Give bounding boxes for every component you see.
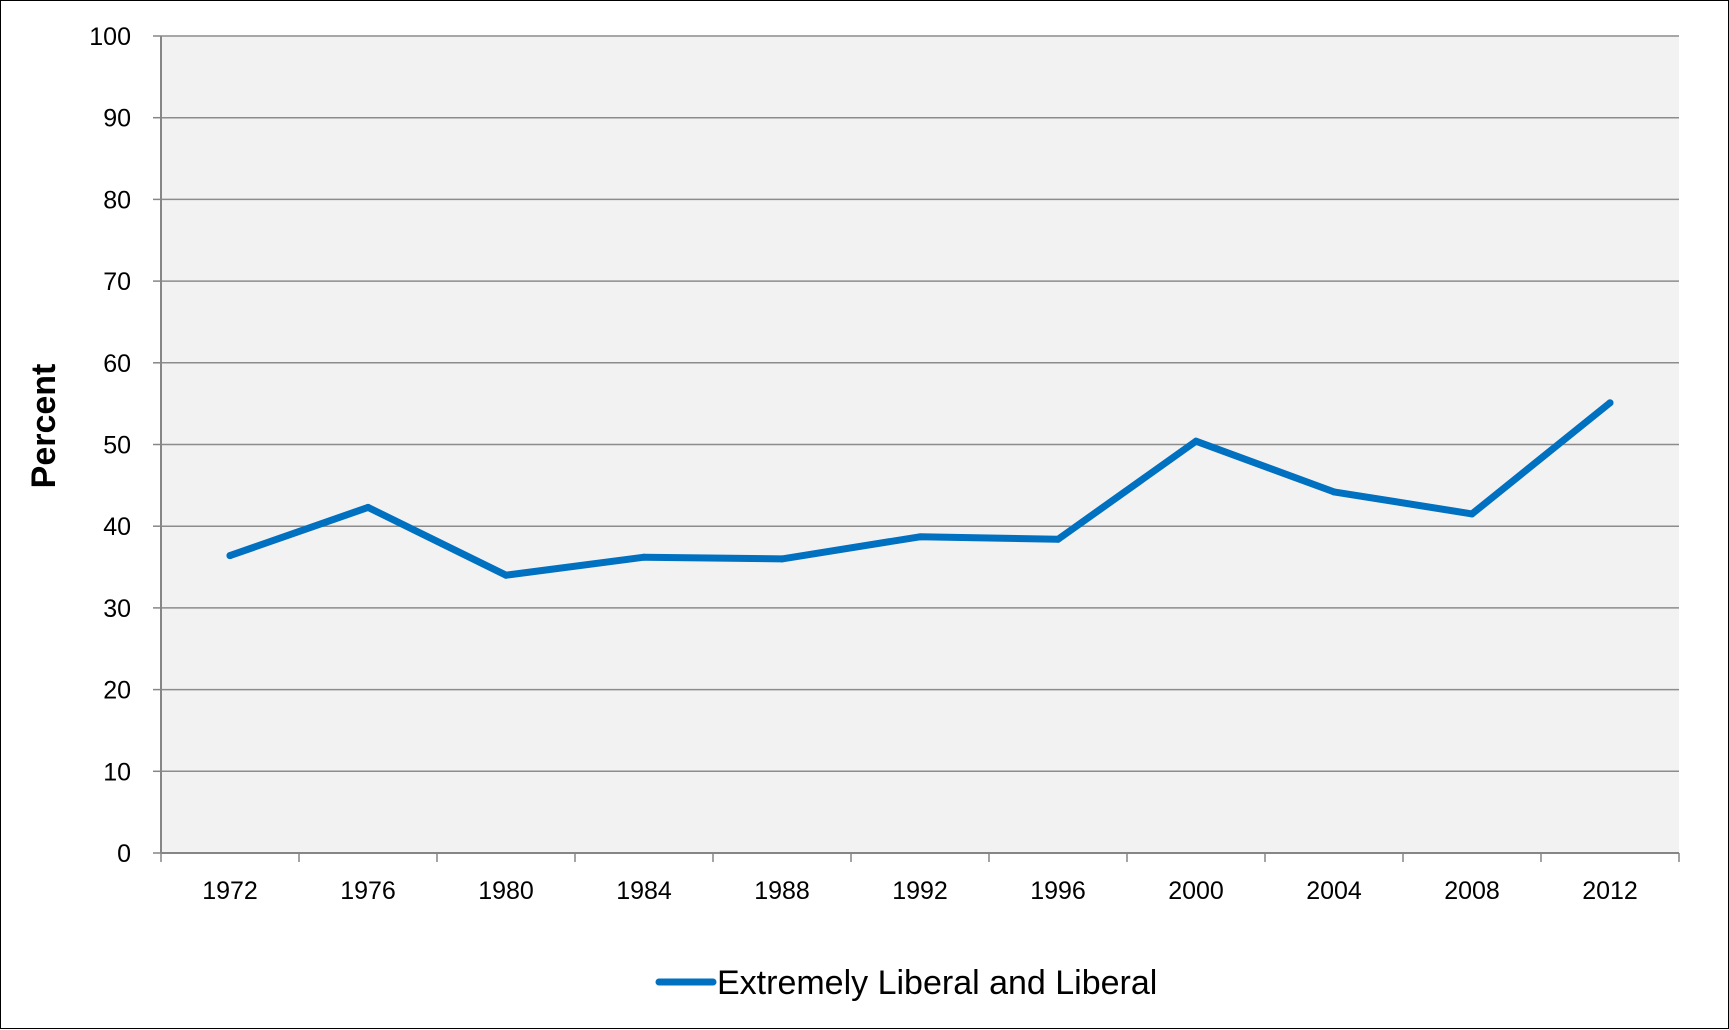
x-tick-label-1984: 1984	[616, 877, 672, 905]
data-point-2012	[1606, 399, 1614, 407]
y-tick-label-50: 50	[103, 432, 131, 460]
y-tick-label-60: 60	[103, 350, 131, 378]
data-point-2008	[1468, 510, 1476, 518]
x-tick-label-1988: 1988	[754, 877, 810, 905]
y-axis-ticks: 0 10 20 30 40 50 60 70 80 90 100	[89, 23, 161, 868]
legend-label-series-1: Extremely Liberal and Liberal	[717, 964, 1157, 1002]
data-point-1972	[226, 552, 234, 560]
data-point-2000	[1192, 437, 1200, 445]
y-tick-label-10: 10	[103, 758, 131, 786]
x-tick-label-2012: 2012	[1582, 877, 1638, 905]
data-point-1984	[640, 553, 648, 561]
x-tick-label-2004: 2004	[1306, 877, 1362, 905]
y-tick-label-80: 80	[103, 186, 131, 214]
x-tick-label-1972: 1972	[202, 877, 258, 905]
legend: Extremely Liberal and Liberal	[655, 964, 1157, 1002]
data-point-1976	[364, 503, 372, 511]
y-tick-label-0: 0	[117, 840, 131, 868]
y-tick-label-90: 90	[103, 105, 131, 133]
data-point-1996	[1054, 535, 1062, 543]
y-tick-label-20: 20	[103, 677, 131, 705]
series-layer	[226, 399, 1614, 579]
gridlines	[161, 35, 1679, 773]
data-point-1980	[502, 571, 510, 579]
y-tick-label-30: 30	[103, 595, 131, 623]
x-tick-label-1980: 1980	[478, 877, 534, 905]
y-axis-label: Percent	[25, 364, 63, 489]
data-point-2004	[1330, 488, 1338, 496]
data-point-1988	[778, 555, 786, 563]
data-point-1992	[916, 533, 924, 541]
x-tick-label-2000: 2000	[1168, 877, 1224, 905]
x-tick-label-1996: 1996	[1030, 877, 1086, 905]
x-tick-label-2008: 2008	[1444, 877, 1500, 905]
x-tick-label-1976: 1976	[340, 877, 396, 905]
x-tick-label-1992: 1992	[892, 877, 948, 905]
x-axis-ticks: 1972 1976 1980 1984 1988 1992 1996 2000 2004 2008…	[160, 853, 1680, 905]
y-tick-label-70: 70	[103, 268, 131, 296]
y-tick-label-40: 40	[103, 513, 131, 541]
y-tick-label-100: 100	[89, 23, 131, 51]
